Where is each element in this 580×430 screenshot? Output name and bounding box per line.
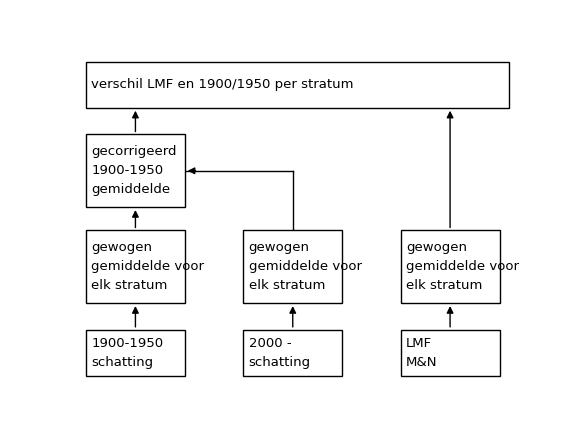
FancyBboxPatch shape [401, 230, 499, 303]
Text: gewogen
gemiddelde voor
elk stratum: gewogen gemiddelde voor elk stratum [406, 241, 519, 292]
Text: gewogen
gemiddelde voor
elk stratum: gewogen gemiddelde voor elk stratum [249, 241, 362, 292]
FancyBboxPatch shape [244, 230, 342, 303]
Text: gecorrigeerd
1900-1950
gemiddelde: gecorrigeerd 1900-1950 gemiddelde [92, 145, 177, 197]
FancyBboxPatch shape [86, 330, 185, 376]
Text: 1900-1950
schatting: 1900-1950 schatting [92, 337, 164, 369]
Text: LMF
M&N: LMF M&N [406, 337, 437, 369]
FancyBboxPatch shape [86, 230, 185, 303]
FancyBboxPatch shape [401, 330, 499, 376]
FancyBboxPatch shape [86, 134, 185, 207]
Text: gewogen
gemiddelde voor
elk stratum: gewogen gemiddelde voor elk stratum [92, 241, 204, 292]
FancyBboxPatch shape [244, 330, 342, 376]
Text: 2000 -
schatting: 2000 - schatting [249, 337, 311, 369]
Text: verschil LMF en 1900/1950 per stratum: verschil LMF en 1900/1950 per stratum [92, 78, 354, 91]
FancyBboxPatch shape [86, 61, 509, 108]
